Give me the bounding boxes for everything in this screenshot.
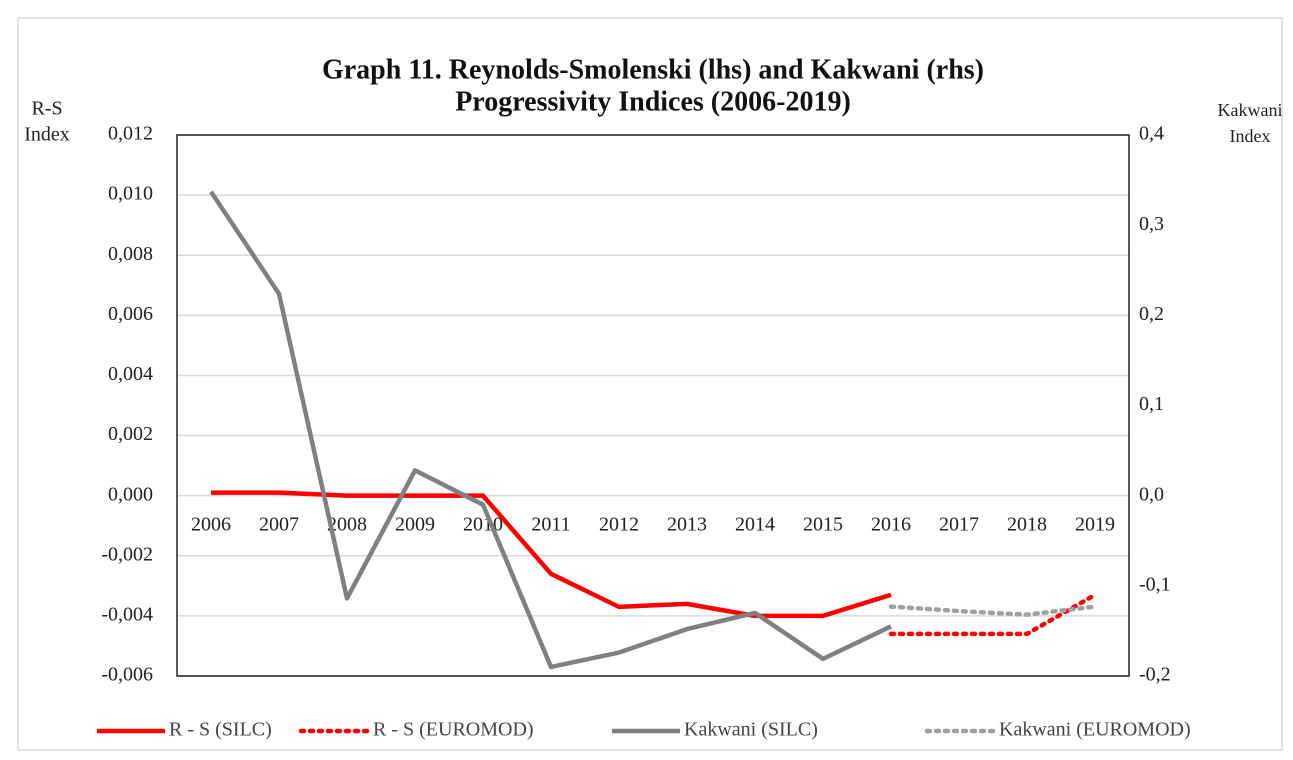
y-tick-label: 0,006 xyxy=(108,303,153,325)
chart-title: Progressivity Indices (2006-2019) xyxy=(455,86,851,117)
y-tick-label: -0,002 xyxy=(101,543,153,565)
y2-tick-label: 0,0 xyxy=(1139,483,1164,505)
chart-frame xyxy=(17,17,1283,751)
data-line xyxy=(888,604,1098,617)
x-tick-label: 2011 xyxy=(531,513,570,535)
x-tick-label: 2008 xyxy=(327,513,367,535)
x-tick-label: 2012 xyxy=(599,513,639,535)
y2-tick-label: 0,2 xyxy=(1139,303,1164,325)
y-axis-label: Index xyxy=(24,124,70,146)
legend-label: R - S (SILC) xyxy=(169,719,272,741)
y-tick-label: 0,012 xyxy=(108,123,153,145)
y2-axis-label: Kakwani xyxy=(1218,100,1283,120)
legend-label: R - S (EUROMOD) xyxy=(373,719,534,741)
y-tick-label: -0,004 xyxy=(101,603,153,625)
x-tick-label: 2015 xyxy=(803,513,843,535)
legend-label: Kakwani (EUROMOD) xyxy=(999,719,1191,741)
x-tick-label: 2013 xyxy=(667,513,707,535)
data-line xyxy=(209,190,892,670)
x-tick-label: 2010 xyxy=(463,513,503,535)
x-tick-label: 2006 xyxy=(191,513,231,535)
y-tick-label: -0,006 xyxy=(101,664,153,686)
data-line xyxy=(888,592,1098,637)
legend-label: Kakwani (SILC) xyxy=(684,719,818,741)
y2-tick-label: -0,1 xyxy=(1139,573,1171,595)
y-tick-label: 0,004 xyxy=(108,363,153,385)
x-tick-label: 2019 xyxy=(1075,513,1115,535)
x-tick-label: 2009 xyxy=(395,513,435,535)
x-tick-label: 2016 xyxy=(871,513,911,535)
y-tick-label: 0,002 xyxy=(108,423,153,445)
x-tick-label: 2007 xyxy=(259,513,299,535)
y-tick-label: 0,008 xyxy=(108,243,153,265)
y2-axis-label: Index xyxy=(1230,126,1271,146)
y-axis-label: R-S xyxy=(31,98,62,120)
y2-tick-label: 0,3 xyxy=(1139,213,1164,235)
y2-tick-label: -0,2 xyxy=(1139,664,1171,686)
y2-tick-label: 0,4 xyxy=(1139,123,1164,145)
y-tick-label: 0,000 xyxy=(108,483,153,505)
x-tick-label: 2017 xyxy=(939,513,979,535)
y-tick-label: 0,010 xyxy=(108,183,153,205)
y2-tick-label: 0,1 xyxy=(1139,393,1164,415)
chart-title: Graph 11. Reynolds-Smolenski (lhs) and K… xyxy=(322,54,984,85)
x-tick-label: 2018 xyxy=(1007,513,1047,535)
x-tick-label: 2014 xyxy=(735,513,775,535)
plot-frame xyxy=(176,134,1130,677)
